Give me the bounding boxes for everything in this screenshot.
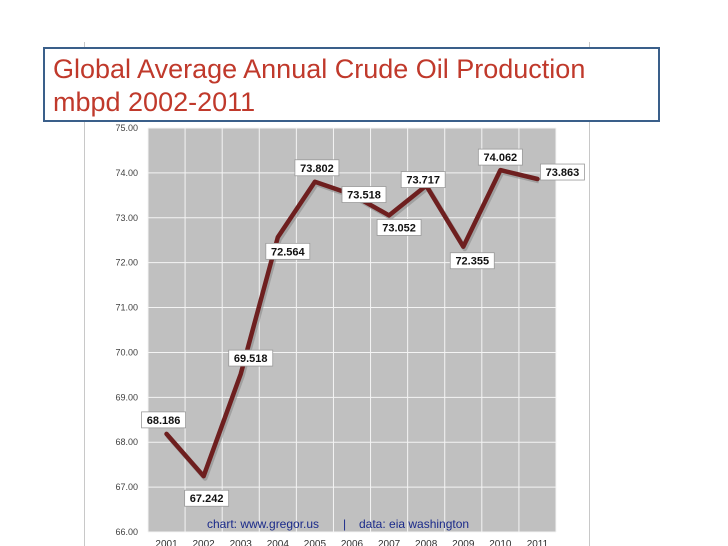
x-tick-label: 2005 [304,539,327,546]
y-tick-label: 70.00 [115,347,138,357]
data-labels: 68.186 67.242 69.518 72.564 73.802 73.518 73.0… [141,148,585,507]
data-point [313,180,317,184]
data-label: 74.062 [477,148,523,166]
chart-title-line1: Global Average Annual Crude Oil Producti… [53,54,586,84]
data-label-box [141,411,186,429]
credit-left: chart: www.gregor.us [207,517,319,531]
x-axis-ticks: 2001 2002 2003 2004 2005 2006 2007 2008 2009 2010… [155,539,548,546]
y-tick-label: 74.00 [115,168,138,178]
data-label-text: 72.564 [271,246,306,258]
data-label: 73.052 [376,219,422,236]
data-label-text: 74.062 [484,152,518,164]
source-credit: chart: www.gregor.us | data: eia washing… [207,517,469,531]
data-point [461,245,465,249]
x-tick-label: 2010 [489,539,512,546]
chart-title-box: Global Average Annual Crude Oil Producti… [43,47,660,122]
y-tick-label: 72.00 [115,258,138,268]
chart-title-line2: mbpd 2002-2011 [53,87,256,117]
data-label-box [376,219,422,236]
data-label-box [449,252,495,270]
data-point [276,235,280,239]
credit-right: data: eia washington [359,517,469,531]
data-label-box [477,148,523,166]
data-label-text: 73.518 [347,190,381,202]
data-label-text: 67.242 [190,493,224,505]
x-tick-label: 2003 [230,539,253,546]
data-label-text: 69.518 [234,353,268,365]
data-point [202,474,206,478]
data-label-box [341,186,387,203]
data-label-text: 73.052 [382,222,416,234]
data-label: 73.863 [540,163,585,181]
y-tick-label: 68.00 [115,437,138,447]
data-label: 68.186 [141,411,186,429]
y-axis-ticks: 75.00 74.00 73.00 72.00 71.00 70.00 69.00 68.00… [115,123,138,537]
x-tick-label: 2009 [452,539,475,546]
y-tick-label: 75.00 [115,123,138,133]
chart-area: 75.00 74.00 73.00 72.00 71.00 70.00 69.00 68.00… [84,42,590,546]
data-label-box [184,489,230,507]
data-label-text: 73.802 [300,163,334,175]
data-label-box [294,159,340,177]
data-label-text: 68.186 [147,415,181,427]
x-tick-label: 2007 [378,539,401,546]
data-point [498,168,502,172]
data-label-box [265,242,311,260]
data-label: 72.355 [449,252,495,270]
data-label: 67.242 [184,489,230,507]
data-label-box [228,349,274,367]
data-label-box [540,163,585,181]
y-tick-label: 71.00 [115,303,138,313]
x-tick-label: 2011 [527,539,549,546]
y-tick-label: 67.00 [115,482,138,492]
data-label-text: 73.863 [546,167,580,179]
x-tick-label: 2002 [193,539,216,546]
x-tick-label: 2004 [267,539,290,546]
data-point [387,213,391,217]
credit-separator: | [343,517,346,531]
data-point [239,372,243,376]
x-tick-label: 2006 [341,539,364,546]
data-label: 73.802 [294,159,340,177]
data-label: 72.564 [265,242,311,260]
line-chart: 75.00 74.00 73.00 72.00 71.00 70.00 69.00 68.00… [115,123,585,546]
data-point [535,177,539,181]
y-tick-label: 66.00 [115,527,138,537]
data-label-box [400,171,446,188]
data-point [165,432,169,436]
data-label: 73.518 [341,186,387,203]
x-tick-label: 2001 [155,539,178,546]
y-tick-label: 73.00 [115,213,138,223]
data-label-text: 73.717 [406,175,440,187]
data-label-text: 72.355 [455,256,489,268]
data-label: 69.518 [228,349,274,367]
data-label: 73.717 [400,171,446,188]
y-tick-label: 69.00 [115,392,138,402]
x-tick-label: 2008 [415,539,438,546]
